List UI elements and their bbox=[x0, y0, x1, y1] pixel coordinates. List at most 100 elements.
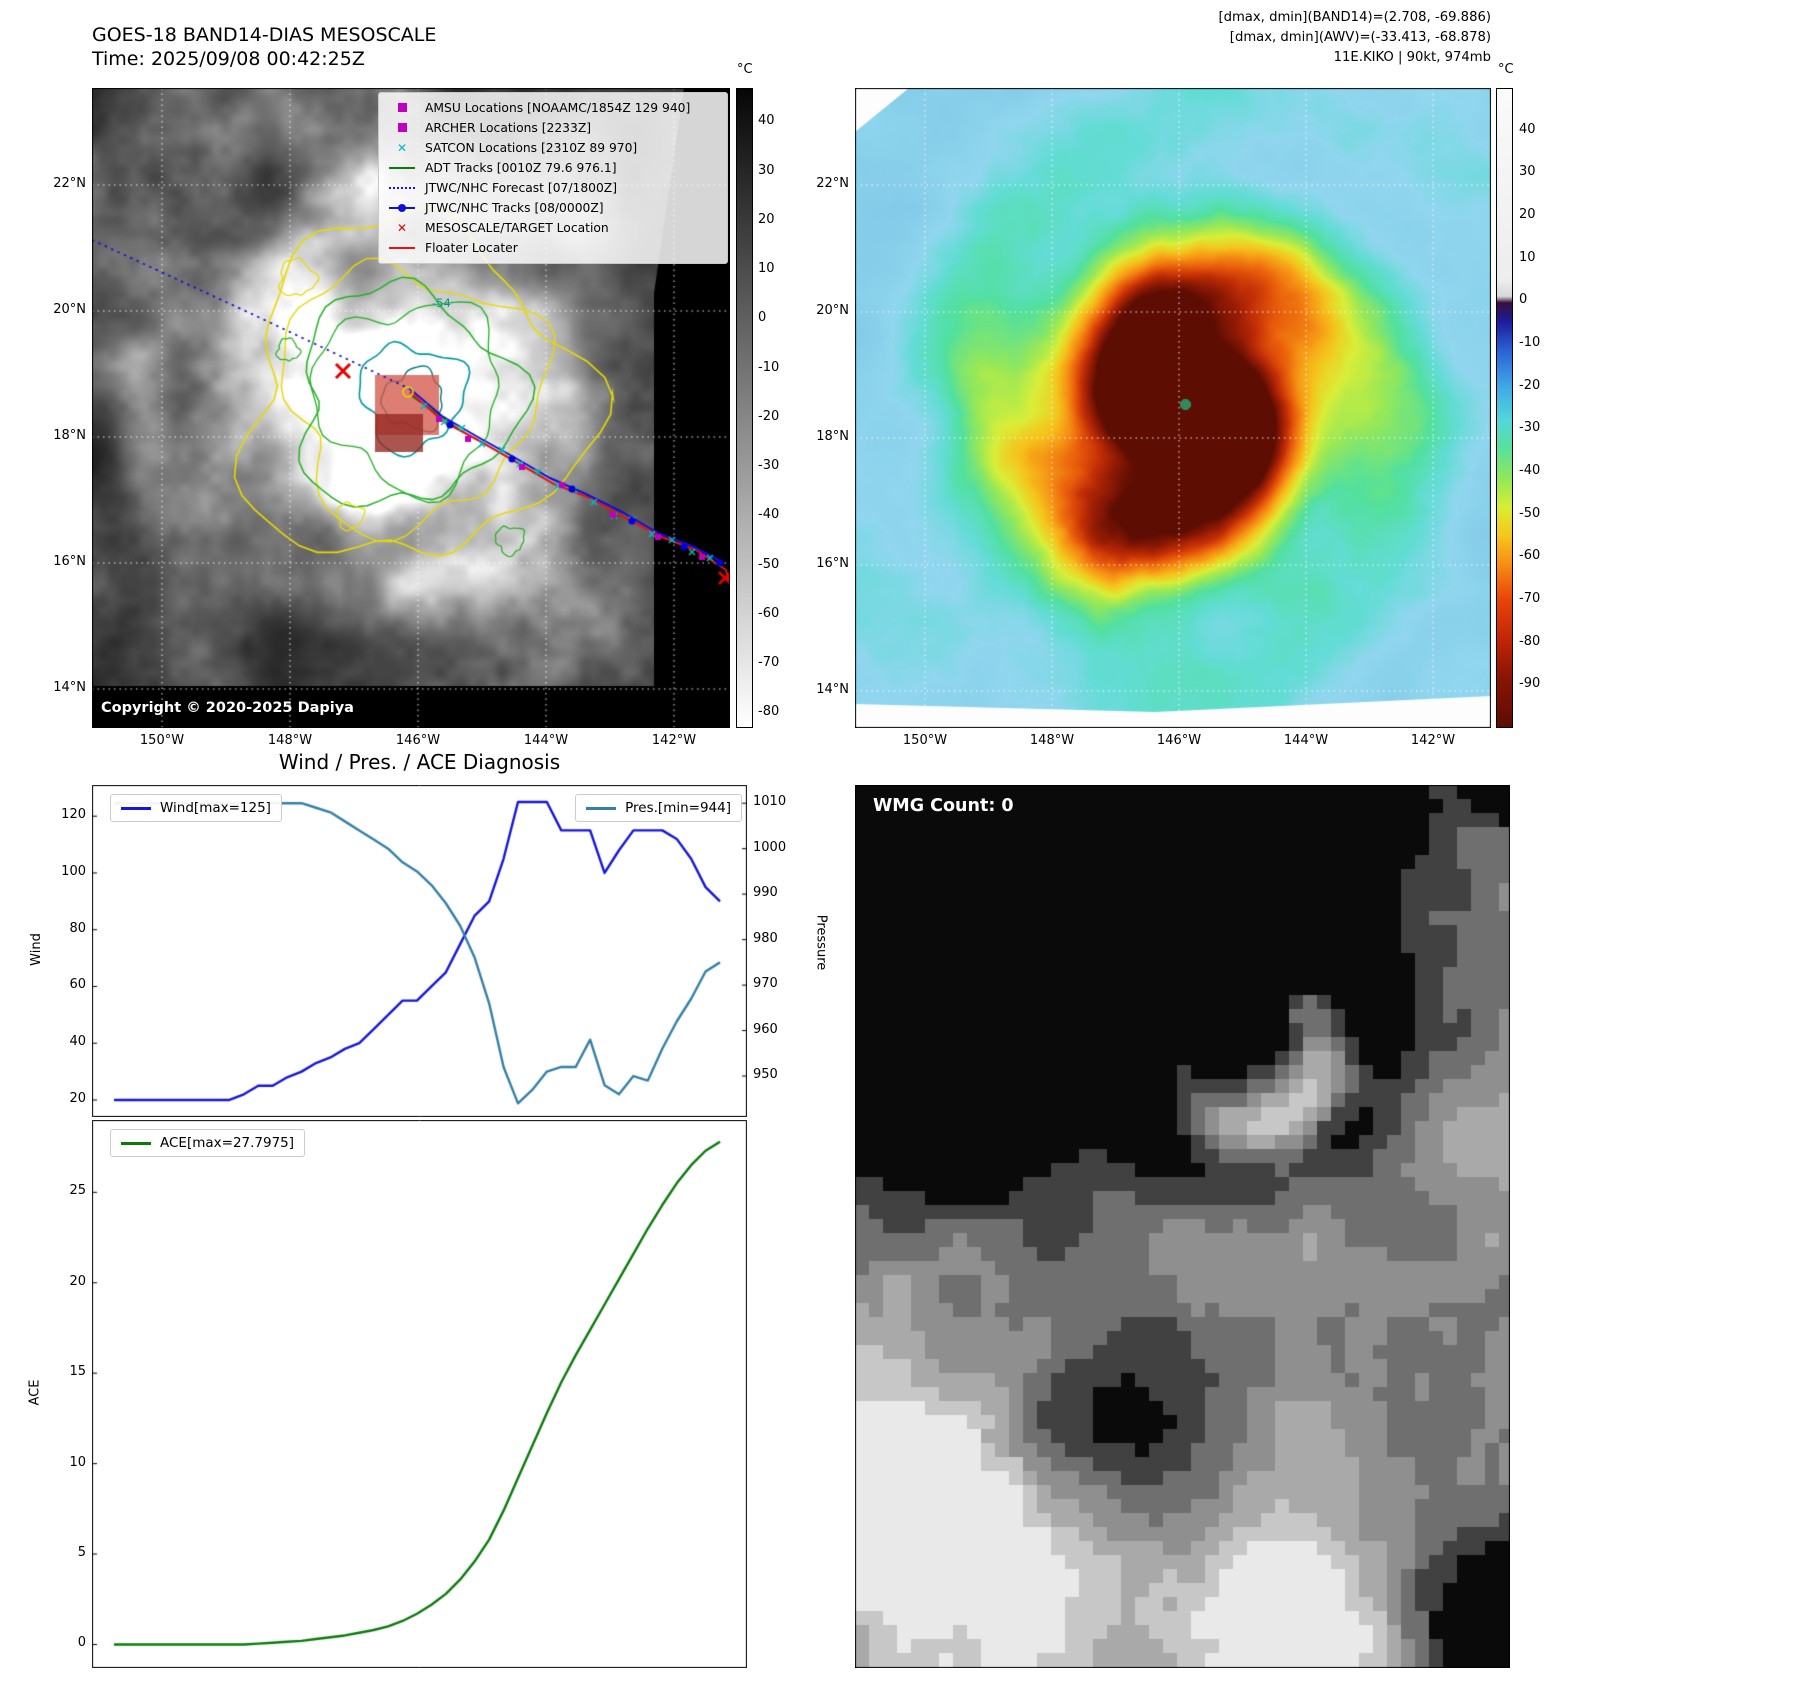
wind-ytick-label: 40 bbox=[69, 1034, 86, 1050]
pressure-ytick-label: 960 bbox=[753, 1021, 778, 1037]
awv-colorbar-tick: -70 bbox=[1519, 591, 1541, 606]
band14-colorbar bbox=[736, 88, 753, 728]
dotted-marker-icon bbox=[387, 186, 417, 189]
awv-colorbar-unit: °C bbox=[1498, 62, 1514, 77]
awv-colorbar-tick: -10 bbox=[1519, 335, 1541, 350]
wind-ytick-label: 80 bbox=[69, 920, 86, 936]
band14-colorbar-tick: 30 bbox=[758, 162, 775, 178]
band14-colorbar-tick: 40 bbox=[758, 113, 775, 129]
band14-time: Time: 2025/09/08 00:42:25Z bbox=[92, 48, 365, 70]
awv-colorbar bbox=[1496, 88, 1513, 728]
ace-ytick-label: 15 bbox=[69, 1364, 86, 1380]
copyright-text: Copyright © 2020-2025 Dapiya bbox=[101, 700, 354, 716]
band14-lat-label: 20°N bbox=[53, 302, 86, 317]
band14-lon-label: 150°W bbox=[139, 733, 185, 748]
band14-colorbar-tick: 10 bbox=[758, 261, 775, 277]
ace-chart bbox=[92, 1120, 747, 1668]
band14-legend: AMSU Locations [NOAAMC/1854Z 129 940] ARC… bbox=[378, 92, 728, 264]
awv-lat-label: 16°N bbox=[816, 556, 849, 571]
pressure-line-sample bbox=[586, 806, 617, 810]
storm-id-intensity: 11E.KIKO | 90kt, 974mb bbox=[1333, 50, 1491, 65]
pressure-ytick-label: 990 bbox=[753, 885, 778, 901]
band14-colorbar-tick: 0 bbox=[758, 310, 767, 326]
legend-item-label: Floater Locater bbox=[425, 240, 518, 255]
line-marker-icon bbox=[387, 166, 417, 169]
wmg-count-label: WMG Count: 0 bbox=[873, 796, 1014, 816]
awv-colorbar-tick: -90 bbox=[1519, 676, 1541, 692]
x-marker-icon: ✕ bbox=[396, 220, 408, 235]
band14-colorbar-tick: -50 bbox=[758, 556, 780, 572]
wind-axis-label: Wind bbox=[28, 933, 44, 966]
band14-colorbar-tick: -20 bbox=[758, 408, 780, 424]
legend-item-label: JTWC/NHC Forecast [07/1800Z] bbox=[425, 180, 618, 195]
band14-colorbar-tick: -30 bbox=[758, 458, 780, 474]
pressure-ytick-label: 950 bbox=[753, 1067, 778, 1083]
line-dot-marker-icon bbox=[387, 203, 417, 212]
awv-colorbar-tick: 30 bbox=[1519, 164, 1536, 180]
band14-colorbar-tick: -60 bbox=[758, 605, 780, 621]
legend-item: Floater Locater bbox=[387, 239, 719, 257]
wind-ytick-label: 20 bbox=[69, 1090, 86, 1106]
legend-item-label: AMSU Locations [NOAAMC/1854Z 129 940] bbox=[425, 100, 691, 115]
legend-item: JTWC/NHC Tracks [08/0000Z] bbox=[387, 199, 719, 217]
legend-item: AMSU Locations [NOAAMC/1854Z 129 940] bbox=[387, 99, 719, 117]
awv-colorbar-tick: -60 bbox=[1519, 548, 1541, 564]
awv-lon-label: 150°W bbox=[902, 733, 948, 748]
band14-lon-label: 146°W bbox=[395, 733, 441, 748]
awv-colorbar-tick: 0 bbox=[1519, 292, 1528, 308]
awv-lat-label: 20°N bbox=[816, 303, 849, 318]
band14-colorbar-tick: -40 bbox=[758, 507, 780, 523]
pressure-ytick-label: 970 bbox=[753, 976, 778, 992]
awv-colorbar-tick: -20 bbox=[1519, 377, 1541, 393]
band14-colorbar-tick: 20 bbox=[758, 211, 775, 227]
ace-axis-label: ACE bbox=[27, 1379, 43, 1406]
wmg-image bbox=[855, 785, 1510, 1668]
band14-lat-label: 16°N bbox=[53, 554, 86, 569]
diagnosis-title: Wind / Pres. / ACE Diagnosis bbox=[278, 750, 561, 774]
legend-item-label: MESOSCALE/TARGET Location bbox=[425, 220, 609, 235]
ace-line-sample bbox=[121, 1141, 151, 1145]
legend-item: JTWC/NHC Forecast [07/1800Z] bbox=[387, 179, 719, 197]
wind-legend: Wind[max=125] bbox=[110, 794, 282, 822]
awv-colorbar-tick: 10 bbox=[1519, 249, 1536, 265]
band14-lon-label: 144°W bbox=[523, 733, 569, 748]
awv-satellite-map bbox=[855, 88, 1491, 728]
ace-ytick-label: 10 bbox=[69, 1454, 86, 1470]
awv-colorbar-tick: -50 bbox=[1519, 505, 1541, 521]
legend-item: ✕ MESOSCALE/TARGET Location bbox=[387, 219, 719, 237]
awv-lon-label: 144°W bbox=[1283, 733, 1329, 748]
legend-item: ARCHER Locations [2233Z] bbox=[387, 119, 719, 137]
band14-lat-label: 14°N bbox=[53, 680, 86, 695]
legend-item: ADT Tracks [0010Z 79.6 976.1] bbox=[387, 159, 719, 177]
wind-pressure-chart bbox=[92, 785, 747, 1117]
awv-lat-label: 22°N bbox=[816, 176, 849, 191]
awv-lat-label: 18°N bbox=[816, 429, 849, 444]
band14-lon-label: 142°W bbox=[651, 733, 697, 748]
awv-colorbar-tick: -40 bbox=[1519, 463, 1541, 478]
pressure-axis-label: Pressure bbox=[813, 914, 829, 971]
pressure-legend-label: Pres.[min=944] bbox=[625, 800, 731, 816]
awv-colorbar-tick: -30 bbox=[1519, 420, 1541, 436]
ace-ytick-label: 20 bbox=[69, 1273, 86, 1289]
ace-legend: ACE[max=27.7975] bbox=[110, 1129, 306, 1157]
awv-lat-label: 14°N bbox=[816, 682, 849, 697]
dmax-dmin-band14: [dmax, dmin](BAND14)=(2.708, -69.886) bbox=[1218, 10, 1491, 25]
legend-item-label: ADT Tracks [0010Z 79.6 976.1] bbox=[425, 160, 617, 175]
legend-item: ✕ SATCON Locations [2310Z 89 970] bbox=[387, 139, 719, 157]
band14-colorbar-unit: °C bbox=[737, 62, 753, 77]
awv-lon-label: 142°W bbox=[1410, 733, 1456, 748]
band14-lat-label: 18°N bbox=[53, 428, 86, 443]
square-marker-icon bbox=[387, 103, 417, 113]
square-marker-icon bbox=[387, 123, 417, 133]
band14-colorbar-tick: -70 bbox=[758, 655, 780, 670]
band14-title: GOES-18 BAND14-DIAS MESOSCALE bbox=[92, 24, 437, 46]
x-marker-icon: ✕ bbox=[396, 140, 408, 155]
band14-colorbar-tick: -10 bbox=[758, 359, 780, 375]
pressure-ytick-label: 1000 bbox=[753, 839, 787, 855]
legend-item-label: JTWC/NHC Tracks [08/0000Z] bbox=[425, 200, 604, 215]
band14-lon-label: 148°W bbox=[267, 733, 313, 748]
legend-item-label: SATCON Locations [2310Z 89 970] bbox=[425, 140, 638, 155]
awv-lon-label: 146°W bbox=[1156, 733, 1202, 748]
ace-ytick-label: 5 bbox=[77, 1545, 86, 1561]
